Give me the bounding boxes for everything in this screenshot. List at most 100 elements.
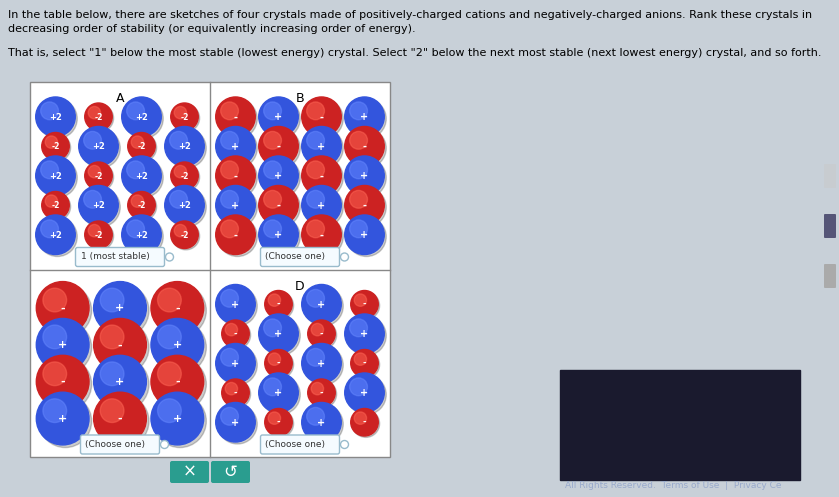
Text: ↺: ↺ bbox=[223, 463, 237, 481]
Circle shape bbox=[258, 373, 299, 413]
Circle shape bbox=[261, 158, 300, 197]
Circle shape bbox=[347, 217, 386, 256]
Text: +2: +2 bbox=[49, 172, 62, 181]
Circle shape bbox=[302, 215, 341, 254]
Circle shape bbox=[127, 220, 144, 238]
Text: +: + bbox=[317, 418, 326, 428]
Circle shape bbox=[123, 99, 164, 139]
Circle shape bbox=[217, 187, 258, 227]
Circle shape bbox=[263, 161, 281, 179]
Circle shape bbox=[216, 126, 255, 166]
Circle shape bbox=[169, 190, 187, 208]
Text: A: A bbox=[116, 92, 124, 105]
Text: (Choose one): (Choose one) bbox=[85, 440, 145, 449]
Text: +: + bbox=[58, 340, 67, 350]
Circle shape bbox=[43, 134, 70, 162]
Circle shape bbox=[94, 355, 146, 408]
Circle shape bbox=[216, 185, 255, 225]
Circle shape bbox=[85, 221, 112, 248]
Text: -: - bbox=[277, 201, 280, 211]
Circle shape bbox=[263, 190, 281, 208]
Circle shape bbox=[160, 440, 169, 448]
Circle shape bbox=[96, 358, 149, 411]
Circle shape bbox=[309, 380, 336, 408]
Text: +: + bbox=[232, 142, 240, 152]
Circle shape bbox=[39, 284, 91, 337]
Circle shape bbox=[85, 162, 112, 189]
Text: +: + bbox=[317, 359, 326, 369]
Circle shape bbox=[345, 373, 384, 413]
Circle shape bbox=[154, 395, 206, 448]
Circle shape bbox=[308, 379, 336, 407]
Text: B: B bbox=[295, 92, 305, 105]
Circle shape bbox=[123, 217, 164, 256]
Circle shape bbox=[265, 409, 292, 436]
Text: -: - bbox=[233, 112, 237, 122]
Circle shape bbox=[217, 405, 258, 444]
Circle shape bbox=[307, 190, 325, 208]
Circle shape bbox=[221, 379, 249, 407]
Text: +2: +2 bbox=[135, 113, 148, 122]
Text: -: - bbox=[362, 142, 367, 152]
Circle shape bbox=[171, 221, 198, 248]
FancyBboxPatch shape bbox=[76, 248, 164, 266]
Text: -: - bbox=[277, 418, 280, 427]
Circle shape bbox=[43, 362, 66, 386]
FancyBboxPatch shape bbox=[260, 435, 340, 454]
Circle shape bbox=[223, 322, 251, 349]
Text: -: - bbox=[320, 330, 323, 339]
Circle shape bbox=[151, 392, 204, 445]
Text: -: - bbox=[60, 304, 65, 314]
Text: -2: -2 bbox=[94, 172, 102, 181]
Text: -2: -2 bbox=[180, 113, 189, 122]
Circle shape bbox=[45, 195, 58, 207]
Circle shape bbox=[347, 187, 386, 227]
Circle shape bbox=[154, 358, 206, 411]
Circle shape bbox=[84, 131, 102, 149]
Circle shape bbox=[347, 316, 386, 355]
Circle shape bbox=[223, 380, 251, 408]
Circle shape bbox=[151, 282, 204, 334]
Circle shape bbox=[39, 395, 91, 448]
Circle shape bbox=[39, 358, 91, 411]
Text: +: + bbox=[361, 171, 368, 181]
FancyBboxPatch shape bbox=[81, 435, 159, 454]
Text: -: - bbox=[362, 359, 367, 368]
Text: +: + bbox=[58, 414, 67, 424]
Circle shape bbox=[175, 225, 186, 237]
Circle shape bbox=[43, 399, 66, 422]
Circle shape bbox=[151, 355, 204, 408]
Text: +: + bbox=[361, 112, 368, 122]
Circle shape bbox=[158, 325, 181, 349]
Circle shape bbox=[304, 158, 343, 197]
Circle shape bbox=[266, 351, 294, 378]
Text: (Choose one): (Choose one) bbox=[265, 252, 325, 261]
Text: -: - bbox=[277, 142, 280, 152]
Text: -: - bbox=[234, 389, 237, 398]
Circle shape bbox=[258, 156, 299, 195]
Text: -: - bbox=[320, 389, 323, 398]
Text: -: - bbox=[362, 418, 367, 427]
Circle shape bbox=[225, 324, 237, 336]
Circle shape bbox=[175, 166, 186, 178]
Circle shape bbox=[347, 128, 386, 168]
Circle shape bbox=[42, 191, 70, 219]
Circle shape bbox=[258, 126, 299, 166]
Circle shape bbox=[221, 289, 238, 307]
Circle shape bbox=[96, 284, 149, 337]
Circle shape bbox=[302, 97, 341, 137]
Circle shape bbox=[345, 314, 384, 353]
Circle shape bbox=[307, 161, 325, 179]
Circle shape bbox=[217, 345, 258, 385]
Circle shape bbox=[350, 131, 367, 149]
Text: +2: +2 bbox=[49, 231, 62, 240]
Circle shape bbox=[221, 408, 238, 425]
Text: -: - bbox=[320, 171, 324, 181]
Circle shape bbox=[225, 382, 237, 395]
Circle shape bbox=[40, 102, 59, 120]
Circle shape bbox=[258, 97, 299, 137]
Circle shape bbox=[261, 99, 300, 139]
Circle shape bbox=[302, 156, 341, 195]
Circle shape bbox=[221, 161, 238, 179]
Text: -2: -2 bbox=[180, 172, 189, 181]
